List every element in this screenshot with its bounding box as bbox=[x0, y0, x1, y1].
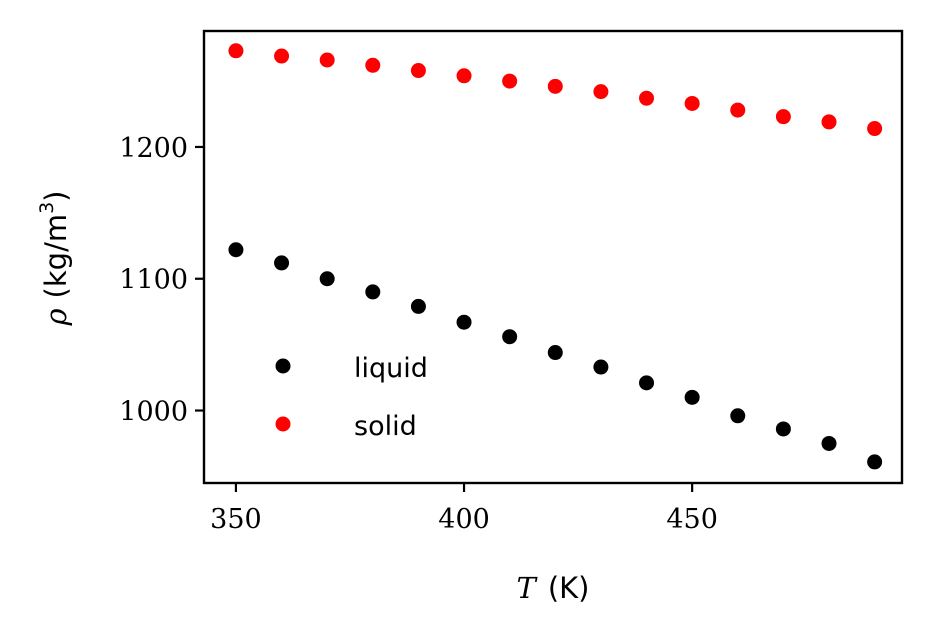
data-point-liquid bbox=[274, 255, 290, 271]
data-point-liquid bbox=[365, 284, 381, 300]
data-point-solid bbox=[319, 52, 335, 68]
data-point-liquid bbox=[593, 359, 609, 375]
plot-frame bbox=[202, 29, 904, 485]
x-axis-label-unit: (K) bbox=[548, 571, 590, 605]
y-axis-ticks: 1000 1100 1200 bbox=[119, 133, 204, 428]
data-point-liquid bbox=[228, 242, 244, 258]
y-axis-label: ρ (kg/m3) bbox=[36, 190, 73, 326]
y-axis-label-unit-open: (kg/m bbox=[39, 214, 73, 299]
data-point-solid bbox=[593, 84, 609, 100]
data-point-solid bbox=[730, 102, 746, 118]
data-point-liquid bbox=[639, 375, 655, 391]
legend-label-solid: solid bbox=[354, 411, 417, 442]
legend-label-liquid: liquid bbox=[354, 353, 428, 384]
data-point-solid bbox=[684, 95, 700, 111]
y-tick-label: 1100 bbox=[119, 265, 188, 296]
y-axis-label-unit-sup: 3 bbox=[36, 202, 58, 214]
x-tick-label: 400 bbox=[438, 504, 490, 535]
data-point-solid bbox=[639, 90, 655, 106]
data-point-solid bbox=[456, 68, 472, 84]
y-tick-label: 1200 bbox=[119, 133, 188, 164]
data-point-liquid bbox=[547, 345, 563, 361]
data-point-liquid bbox=[410, 298, 426, 314]
data-point-solid bbox=[274, 48, 290, 64]
data-point-solid bbox=[410, 63, 426, 79]
legend-marker-liquid bbox=[275, 358, 291, 374]
data-point-liquid bbox=[775, 421, 791, 437]
data-point-liquid bbox=[867, 454, 883, 470]
data-point-solid bbox=[228, 43, 244, 59]
data-point-solid bbox=[775, 109, 791, 125]
data-point-solid bbox=[502, 73, 518, 89]
data-point-liquid bbox=[730, 408, 746, 424]
y-axis-label-unit-close: ) bbox=[39, 190, 73, 201]
data-point-liquid bbox=[456, 314, 472, 330]
x-axis-ticks: 350 400 450 bbox=[210, 483, 718, 535]
data-point-solid bbox=[867, 121, 883, 137]
data-point-solid bbox=[547, 78, 563, 94]
data-point-solid bbox=[821, 114, 837, 130]
data-points bbox=[228, 43, 883, 470]
data-point-liquid bbox=[684, 389, 700, 405]
data-point-liquid bbox=[319, 271, 335, 287]
y-tick-label: 1000 bbox=[119, 397, 188, 428]
x-axis-label: T (K) bbox=[517, 571, 590, 605]
x-axis-label-symbol: T bbox=[517, 571, 539, 605]
legend-marker-solid bbox=[275, 416, 291, 432]
data-point-liquid bbox=[821, 435, 837, 451]
data-point-solid bbox=[365, 57, 381, 73]
x-tick-label: 450 bbox=[666, 504, 718, 535]
legend: liquid solid bbox=[275, 353, 428, 442]
data-point-liquid bbox=[502, 329, 518, 345]
x-tick-label: 350 bbox=[210, 504, 262, 535]
y-axis-label-symbol: ρ bbox=[39, 308, 73, 326]
